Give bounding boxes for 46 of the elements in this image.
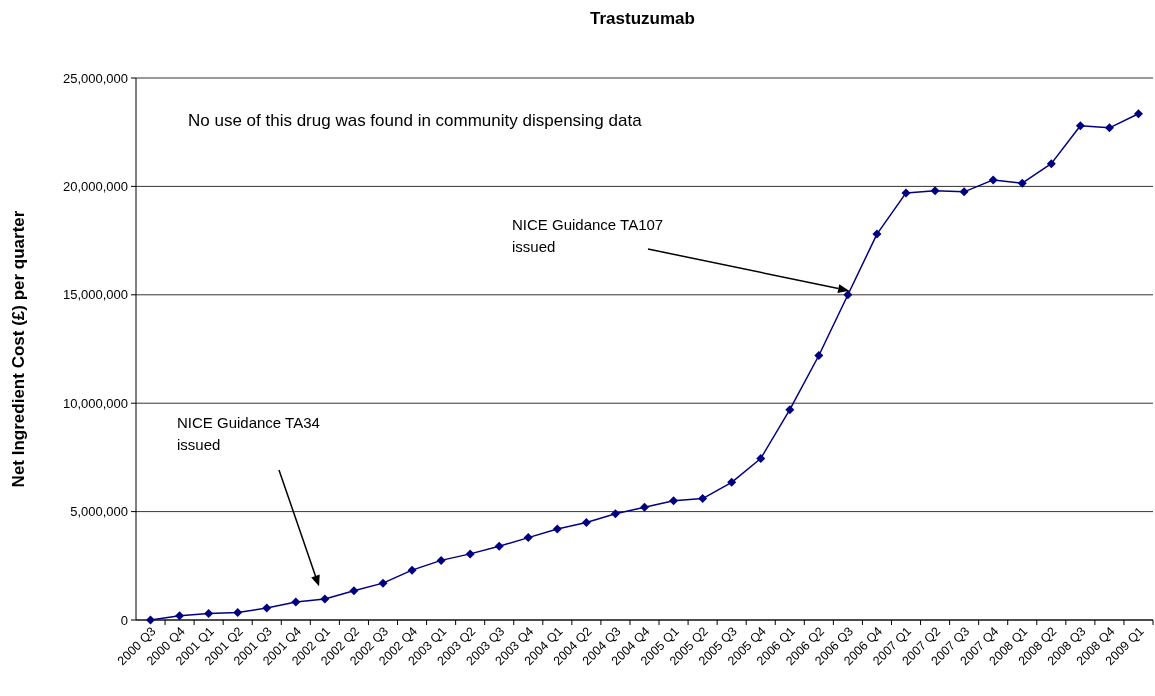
point <box>988 175 998 185</box>
point <box>436 555 446 565</box>
point <box>494 541 504 551</box>
chart-title: Trastuzumab <box>590 9 695 28</box>
y-tick-label: 0 <box>120 612 128 628</box>
point <box>640 502 649 512</box>
point <box>465 549 475 559</box>
y-tick-label: 15,000,000 <box>62 287 128 303</box>
point <box>610 509 620 519</box>
point <box>785 405 795 415</box>
point <box>698 494 708 504</box>
point <box>378 578 388 588</box>
point <box>320 594 330 604</box>
point <box>349 586 359 596</box>
point <box>262 603 272 613</box>
point <box>1104 123 1114 133</box>
point <box>756 453 766 463</box>
point <box>1017 178 1027 188</box>
point <box>959 187 969 197</box>
point <box>901 188 911 198</box>
point <box>552 524 562 534</box>
point <box>291 597 301 607</box>
y-axis-title: Net Ingredient Cost (£) per quarter <box>9 210 28 488</box>
annotation: NICE Guidance TA34 issued <box>177 414 320 453</box>
point <box>727 477 737 487</box>
point <box>204 609 214 618</box>
point <box>146 615 156 625</box>
point <box>581 517 591 527</box>
point <box>843 290 853 300</box>
y-tick-label: 5,000,000 <box>70 504 128 520</box>
point <box>407 565 417 575</box>
point <box>872 229 882 239</box>
point <box>1075 121 1085 131</box>
annotation: No use of this drug was found in community dispensing data <box>188 111 643 130</box>
point <box>814 351 824 360</box>
y-tick-label: 10,000,000 <box>62 395 128 411</box>
point <box>669 496 679 506</box>
y-tick-label: 20,000,000 <box>62 178 128 194</box>
point <box>930 186 940 196</box>
point <box>175 611 185 621</box>
annotation: NICE Guidance TA107 issued <box>512 216 664 255</box>
point <box>233 607 243 617</box>
y-tick-label: 25,000,000 <box>62 70 128 86</box>
point <box>1133 109 1143 119</box>
point <box>523 533 533 543</box>
point <box>1046 159 1056 169</box>
